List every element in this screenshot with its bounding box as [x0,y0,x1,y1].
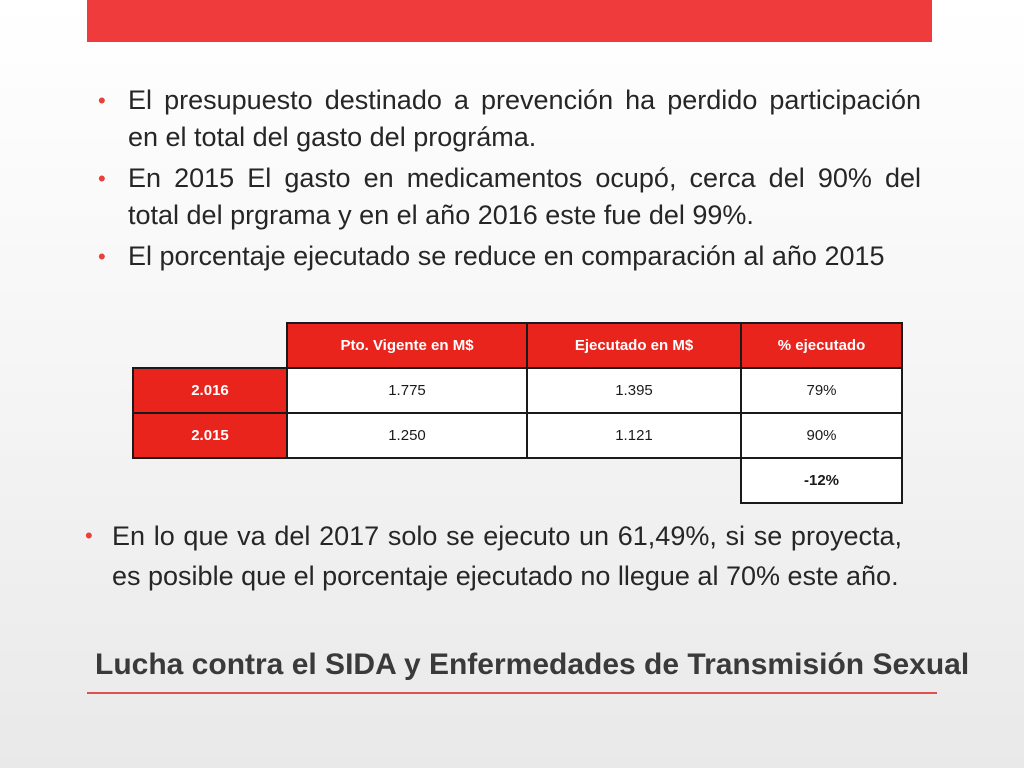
vigente-cell: 1.775 [286,367,528,414]
slide-title: Lucha contra el SIDA y Enfermedades de T… [95,648,970,681]
table-header-row: Pto. Vigente en M$ Ejecutado en M$ % eje… [133,322,903,369]
table-row: 2.015 1.250 1.121 90% [132,412,903,459]
pct-cell: 90% [740,412,903,459]
column-header-vigente: Pto. Vigente en M$ [286,322,528,369]
bullet-item: • En 2015 El gasto en medicamentos ocupó… [93,160,921,234]
top-bullet-list: • El presupuesto destinado a prevención … [93,82,921,279]
bullet-text: El presupuesto destinado a prevención ha… [128,85,921,152]
bullet-dot-icon: • [85,523,93,548]
row-year-cell: 2.016 [132,367,288,414]
empty-cell [287,458,527,503]
ejecutado-cell: 1.395 [526,367,742,414]
bullet-dot-icon: • [98,166,106,191]
bullet-item: • El presupuesto destinado a prevención … [93,82,921,156]
title-underline [87,692,937,694]
table-row: 2.016 1.775 1.395 79% [132,367,903,414]
budget-table: Pto. Vigente en M$ Ejecutado en M$ % eje… [132,322,903,504]
table-row: -12% [133,457,903,504]
empty-cell [133,458,287,503]
empty-cell [527,458,741,503]
pct-cell: 79% [740,367,903,414]
bullet-text: En lo que va del 2017 solo se ejecuto un… [112,521,902,591]
top-accent-bar [87,0,932,42]
bullet-item: • El porcentaje ejecutado se reduce en c… [93,238,921,275]
table-corner-cell [133,323,287,368]
bullet-dot-icon: • [98,88,106,113]
bullet-dot-icon: • [98,244,106,269]
column-header-pct: % ejecutado [740,322,903,369]
bullet-text: El porcentaje ejecutado se reduce en com… [128,241,885,271]
difference-cell: -12% [740,457,903,504]
bullet-text: En 2015 El gasto en medicamentos ocupó, … [128,163,921,230]
ejecutado-cell: 1.121 [526,412,742,459]
column-header-ejecutado: Ejecutado en M$ [526,322,742,369]
vigente-cell: 1.250 [286,412,528,459]
row-year-cell: 2.015 [132,412,288,459]
bottom-bullet: • En lo que va del 2017 solo se ejecuto … [80,516,902,596]
